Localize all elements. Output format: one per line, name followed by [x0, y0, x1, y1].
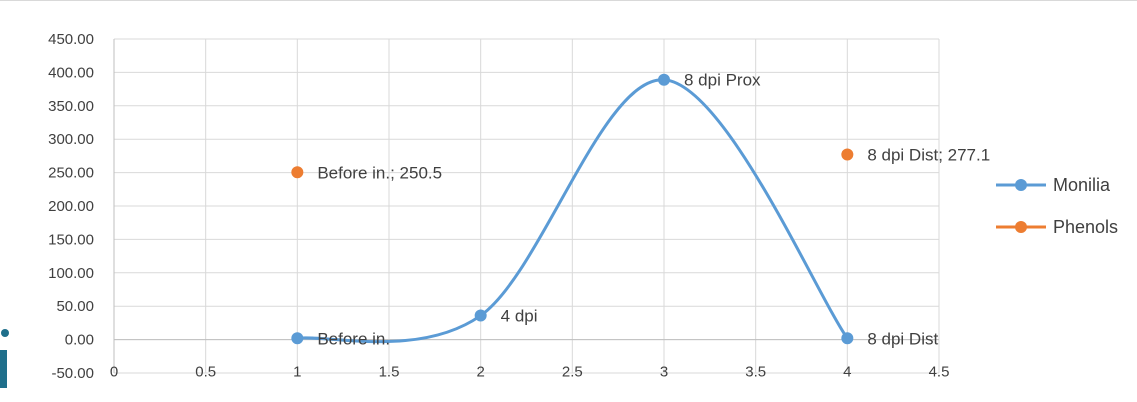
series-line-monilia [297, 78, 849, 344]
x-tick-label: 1 [293, 364, 301, 381]
left-accent-dot [1, 329, 9, 337]
y-tick-label: 0.00 [65, 332, 94, 349]
y-tick-label: 200.00 [48, 198, 94, 215]
x-tick-label: 0.5 [195, 364, 216, 381]
y-tick-label: 450.00 [48, 31, 94, 48]
legend-marker-phenols [1015, 221, 1027, 233]
x-tick-label: 2.5 [562, 364, 583, 381]
legend-marker-monilia [1015, 179, 1027, 191]
y-tick-label: 50.00 [56, 298, 94, 315]
x-tick-label: 4.5 [929, 364, 950, 381]
data-label-monilia: Before in. [317, 329, 390, 348]
legend-label-phenols: Phenols [1053, 217, 1118, 237]
x-tick-label: 3 [660, 364, 668, 381]
left-accent-bar [0, 350, 7, 388]
x-tick-label: 1.5 [379, 364, 400, 381]
data-label-monilia: 8 dpi Dist [867, 329, 938, 348]
data-label-monilia: 4 dpi [501, 307, 538, 326]
y-tick-label: 350.00 [48, 98, 94, 115]
x-tick-label: 3.5 [745, 364, 766, 381]
data-point-monilia [291, 332, 304, 345]
data-point-monilia [658, 73, 670, 86]
x-tick-label: 0 [110, 364, 118, 381]
y-tick-label: 250.00 [48, 165, 94, 182]
data-point-monilia [474, 309, 487, 322]
y-tick-label: 150.00 [48, 231, 94, 248]
x-tick-label: 4 [843, 364, 851, 381]
legend-label-monilia: Monilia [1053, 175, 1111, 195]
y-tick-label: 300.00 [48, 131, 94, 148]
data-label-phenols: Before in.; 250.5 [317, 163, 442, 182]
data-point-monilia [841, 332, 854, 345]
x-tick-label: 2 [476, 364, 484, 381]
data-label-monilia: 8 dpi Prox [684, 71, 761, 90]
y-tick-label: 100.00 [48, 265, 94, 282]
y-tick-label: 400.00 [48, 64, 94, 81]
data-point-phenols [291, 166, 304, 179]
data-label-phenols: 8 dpi Dist; 277.1 [867, 145, 990, 164]
data-point-phenols [841, 148, 854, 161]
y-tick-label: -50.00 [51, 365, 94, 382]
